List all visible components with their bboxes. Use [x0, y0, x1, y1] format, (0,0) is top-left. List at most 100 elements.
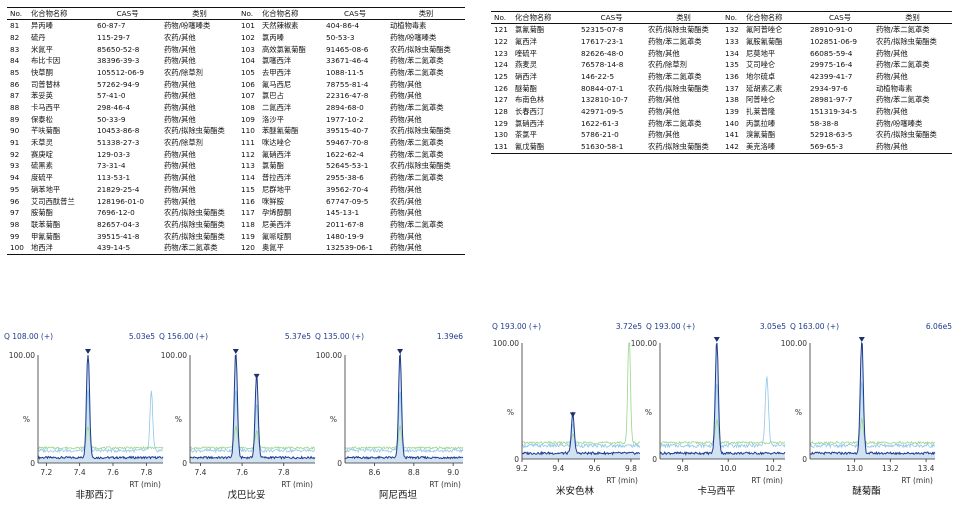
cell-compound-name: 孕烯醇酮	[262, 208, 292, 218]
cell-cas: 52918-63-5	[810, 130, 853, 140]
cell-cas: 113-53-1	[97, 173, 131, 183]
cell-category: 药物/其他	[390, 91, 422, 101]
table-row: 99 甲氰菊酯 39515-41-8 农药/拟除虫菊酯类 119 氟哌啶酮 1480-19-…	[7, 230, 465, 242]
cell-cas: 66085-59-4	[810, 48, 853, 58]
table-row: 88 卡马西平 298-46-4 药物/其他 108 二氮西泮 2894-68-0 药物/苯二…	[7, 102, 465, 114]
cell-cas: 1622-61-3	[581, 118, 619, 128]
cell-category: 动植物毒素	[876, 83, 913, 93]
cell-no: 113	[241, 161, 255, 171]
cell-compound-name: 尼莫地平	[746, 48, 776, 58]
chromatogram-panel: 1.39e6 100.00 0% 8.6 8.8 9.0 RT (min) 阿尼西坦	[316, 332, 464, 501]
cell-no: 120	[238, 242, 259, 255]
cell-category: 农药/其他	[164, 32, 196, 42]
main-trace-line	[521, 411, 641, 456]
chart-header-quant: Q 156.00 (+)	[159, 332, 208, 341]
cell-compound-name: 高效氯氰菊酯	[262, 44, 306, 54]
x-axis-label: RT (min)	[606, 476, 638, 485]
cell-compound-name: 喹硫平	[515, 48, 537, 58]
cell-compound-name: 氯硝西泮	[515, 118, 545, 128]
cell-category: 药物/吩噻嗪类	[164, 21, 211, 31]
cell-no: 134	[725, 48, 739, 58]
cell-compound-name: 硫丹	[31, 32, 46, 42]
cell-compound-name: 尼群地平	[262, 184, 292, 194]
x-tick-label: 9.8	[625, 464, 637, 473]
cell-no: 86	[10, 79, 20, 89]
cell-compound-name: 氯氰菊酯	[515, 25, 545, 35]
cell-compound-name: 苯醚氰菊酯	[262, 126, 299, 136]
cell-no: 115	[241, 184, 255, 194]
cell-cas: 51630-58-1	[578, 140, 642, 154]
y-tick-label: 0	[514, 455, 519, 464]
chart-header-intensity: 3.72e5	[616, 322, 642, 331]
cell-cas: 146-22-5	[581, 71, 615, 81]
cell-compound-name: 氟阿普唑仑	[746, 25, 783, 35]
cell-compound-name: 甲氰菊酯	[31, 231, 61, 241]
x-tick-label: 7.4	[194, 468, 206, 477]
cell-cas: 132810-10-7	[581, 95, 629, 105]
cell-compound-name: 氯噻西泮	[262, 56, 292, 66]
cell-cas: 60-87-7	[97, 21, 126, 31]
cell-cas: 2934-97-6	[810, 83, 848, 93]
cell-cas: 39515-41-8	[97, 231, 140, 241]
y-tick-label: 100.00	[631, 339, 657, 348]
cell-category: 动植物毒素	[390, 21, 427, 31]
peak-marker	[569, 412, 576, 418]
x-tick-label: 8.8	[408, 468, 420, 477]
cell-compound-name: 氯巴占	[262, 91, 284, 101]
x-axis-label: RT (min)	[751, 476, 783, 485]
compound-name-label: 非那西汀	[75, 489, 114, 501]
cell-no: 89	[10, 114, 20, 124]
table-row: 131 氰戊菊酯 51630-58-1 农药/拟除虫菊酯类 142 美克洛嗪 569-65-…	[491, 140, 952, 154]
trace-line	[344, 391, 464, 454]
cell-cas: 5786-21-0	[581, 130, 619, 140]
cell-compound-name: 地尔硫卓	[746, 71, 776, 81]
y-tick-label: 100.00	[161, 351, 187, 360]
table-row: 121 氯氰菊酯 52315-07-8 农药/拟除虫菊酯类 132 氟阿普唑仑 28910-…	[491, 24, 952, 36]
chart-header-quant: Q 193.00 (+)	[646, 322, 695, 331]
cell-compound-name: 普拉西泮	[262, 173, 292, 183]
table-row: 92 赛庚啶 129-03-3 药物/其他 112 氟硝西泮 1622-62-4 药物/苯二氮…	[7, 149, 465, 161]
cell-compound-name: 去甲西泮	[262, 67, 292, 77]
table-row: 97 胺菊酯 7696-12-0 农药/拟除虫菊酯类 117 孕烯醇酮 145-13-1 药物…	[7, 207, 465, 219]
chromatogram-panel: 3.05e5 Q 163.00 (+) 100.00 0% 9.8 10.0 10.2 RT …	[631, 322, 839, 497]
cell-compound-name: 度硫平	[31, 173, 53, 183]
cell-cas: 57-41-0	[97, 91, 126, 101]
cell-cas: 28910-91-0	[810, 25, 853, 35]
main-trace-line	[659, 342, 786, 456]
cell-category: 药物/苯二氮䓬类	[390, 67, 444, 77]
cell-category: 农药/拟除虫菊酯类	[876, 130, 937, 140]
cell-compound-name: 延胡素乙素	[746, 83, 783, 93]
cell-no: 142	[722, 140, 743, 154]
header-no: No.	[238, 7, 259, 20]
cell-compound-name: 苯妥英	[31, 91, 53, 101]
cell-no: 98	[10, 219, 20, 229]
cell-category: 药物/其他	[876, 107, 908, 116]
x-axis-label: RT (min)	[281, 480, 313, 489]
x-tick-label: 9.4	[552, 464, 564, 473]
peak-area-fill	[190, 355, 315, 463]
cell-cas: 28981-97-7	[810, 95, 853, 105]
cell-cas: 17617-23-1	[581, 36, 624, 46]
cell-category: 药物/苯二氮䓬类	[390, 56, 444, 66]
table-row: 94 度硫平 113-53-1 药物/其他 114 普拉西泮 2955-38-6 药物/苯二氮…	[7, 172, 465, 184]
cell-category: 药物/苯二氮䓬类	[876, 95, 930, 105]
cell-no: 102	[241, 32, 255, 42]
cell-compound-name: 醚菊酯	[515, 83, 537, 93]
cell-no: 122	[494, 36, 508, 46]
x-tick-label: 7.8	[140, 468, 152, 477]
cell-category: 农药/拟除虫菊酯类	[876, 36, 937, 46]
y-axis-label: %	[645, 408, 652, 417]
x-tick-label: 9.0	[447, 468, 459, 477]
header-cas: CAS号	[323, 7, 384, 20]
cell-no: 130	[494, 130, 508, 140]
chart-header-intensity: 6.06e5	[926, 322, 952, 331]
cell-compound-name: 丙氯拉嗪	[746, 118, 776, 128]
cell-category: 农药/拟除虫菊酯类	[164, 219, 225, 229]
cell-category: 药物/其他	[648, 107, 680, 116]
header-cas: CAS号	[578, 11, 642, 24]
cell-no: 104	[241, 56, 255, 66]
peak-marker	[232, 349, 239, 354]
compound-name-label: 米安色林	[556, 485, 595, 497]
cell-no: 125	[494, 71, 508, 81]
cell-compound-name: 艾司西酞普兰	[31, 196, 75, 206]
